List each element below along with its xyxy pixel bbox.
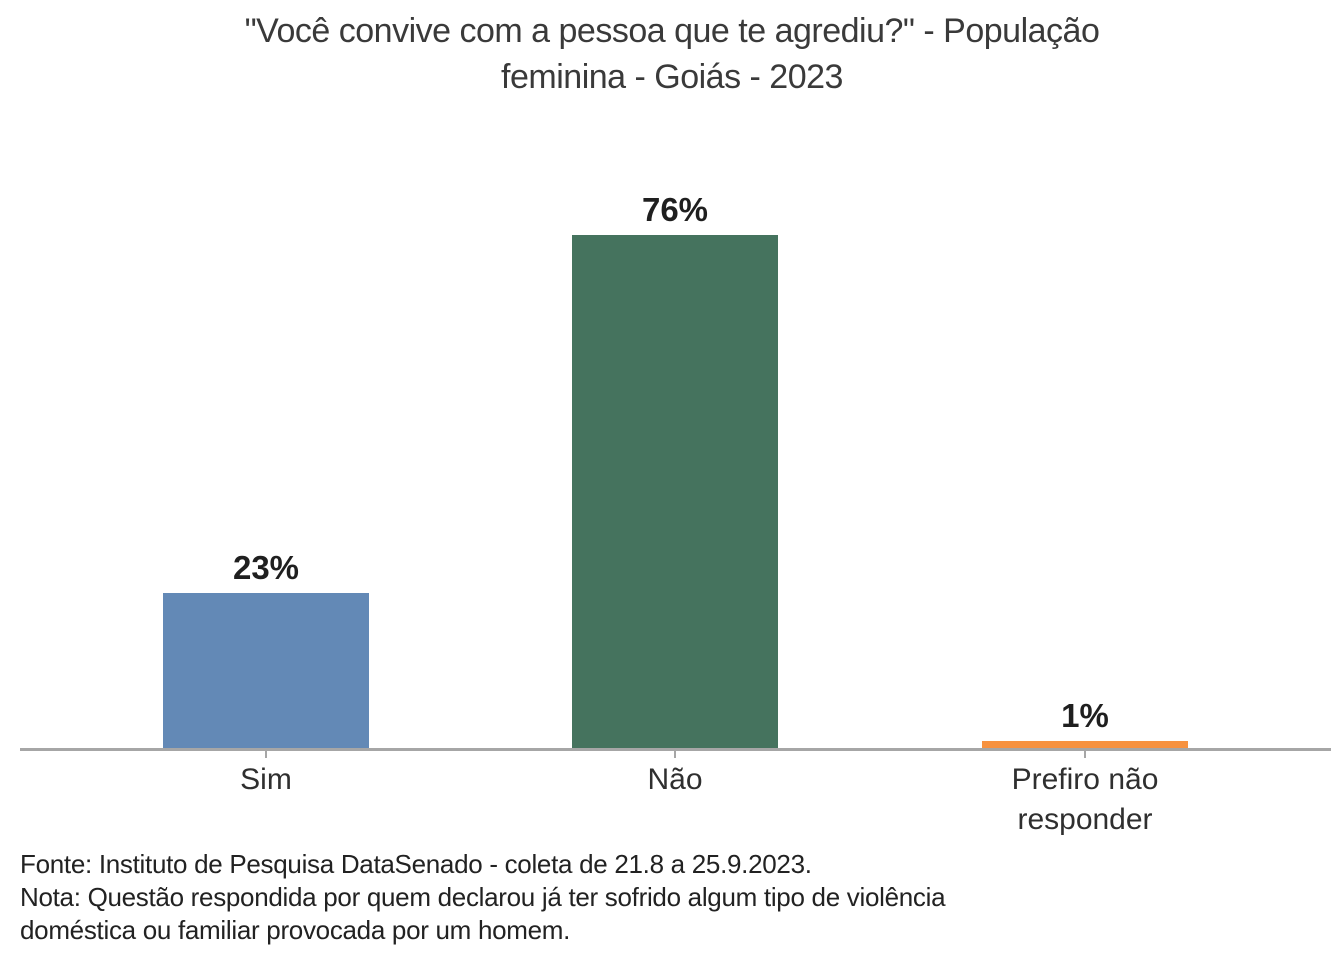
bar-sim bbox=[163, 593, 369, 748]
category-label-sim: Sim bbox=[240, 763, 292, 796]
source-line-fonte: Fonte: Instituto de Pesquisa DataSenado … bbox=[20, 849, 812, 879]
x-axis-line bbox=[20, 748, 1331, 751]
category-label-nao: Não bbox=[647, 763, 703, 796]
chart-title-line1: "Você convive com a pessoa que te agredi… bbox=[244, 12, 1100, 50]
value-label-nao: 76% bbox=[641, 191, 709, 228]
note-line-2: doméstica ou familiar provocada por um h… bbox=[20, 915, 571, 945]
x-axis-tick-prefiro-nao-responder bbox=[1084, 751, 1086, 758]
value-label-sim: 23% bbox=[232, 549, 300, 586]
bar-prefiro-nao-responder bbox=[982, 741, 1188, 748]
bar-group-prefiro-nao-responder: 1% bbox=[982, 699, 1188, 748]
source-notes: Fonte: Instituto de Pesquisa DataSenado … bbox=[20, 848, 1320, 947]
x-axis-tick-nao bbox=[674, 751, 676, 758]
plot-area: 23% 76% 1% bbox=[163, 193, 1188, 748]
note-line-1: Nota: Questão respondida por quem declar… bbox=[20, 882, 946, 912]
x-axis-tick-sim bbox=[265, 751, 267, 758]
chart-title-line2: feminina - Goiás - 2023 bbox=[501, 58, 843, 96]
bar-group-sim: 23% bbox=[163, 551, 369, 748]
value-label-prefiro-nao-responder: 1% bbox=[1061, 697, 1109, 734]
category-label-prefiro-nao-responder: Prefiro não responder bbox=[1011, 763, 1159, 836]
bar-group-nao: 76% bbox=[572, 193, 778, 748]
bar-nao bbox=[572, 235, 778, 748]
chart-title: "Você convive com a pessoa que te agredi… bbox=[0, 8, 1344, 100]
